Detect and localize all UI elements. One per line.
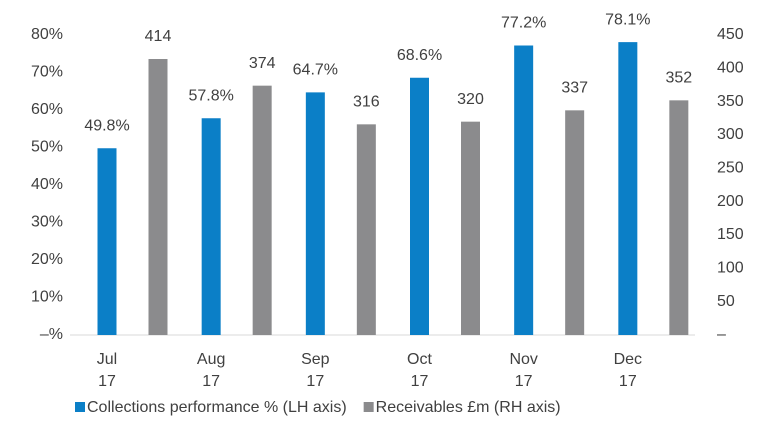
data-label: 78.1%: [605, 11, 650, 28]
data-label: 64.7%: [293, 62, 338, 79]
x-tick-label: Oct 17: [407, 351, 432, 390]
bar: [356, 124, 376, 335]
bar: [461, 121, 480, 336]
x-tick-label: Aug 17: [197, 351, 225, 390]
y-tick-label: 150: [717, 226, 744, 243]
x-tick-label: Dec 17: [614, 351, 642, 390]
legend-label: Receivables £m (RH axis): [376, 399, 561, 416]
y-tick-label: 350: [717, 93, 744, 110]
x-tick-label: Nov 17: [509, 351, 537, 390]
x-tick-label: Jul 17: [97, 351, 117, 390]
legend-swatch: [363, 402, 374, 412]
data-label: 316: [353, 94, 380, 111]
bar: [565, 110, 585, 335]
data-label: 77.2%: [501, 15, 546, 32]
data-label: 57.8%: [188, 87, 233, 104]
data-label: 352: [665, 70, 692, 87]
y-tick-label: –%: [40, 326, 63, 343]
legend-swatch: [75, 402, 85, 412]
x-tick-label: Sep 17: [301, 351, 330, 390]
y-tick-label: 200: [717, 193, 744, 210]
y-tick-label: 20%: [31, 251, 63, 268]
bar: [201, 118, 221, 335]
bar: [148, 59, 168, 335]
bar: [669, 100, 689, 335]
data-label: 337: [561, 80, 588, 97]
y-tick-label: –: [717, 326, 726, 343]
bar: [97, 148, 117, 335]
y-tick-label: 30%: [31, 214, 63, 231]
y-tick-label: 450: [717, 26, 744, 43]
data-label: 68.6%: [397, 47, 442, 64]
y-tick-label: 300: [717, 126, 744, 143]
y-tick-label: 80%: [31, 26, 63, 43]
y-tick-label: 60%: [31, 101, 63, 118]
y-tick-label: 50%: [31, 139, 63, 156]
bar: [410, 77, 429, 335]
y-tick-label: 40%: [31, 176, 63, 193]
bar: [514, 45, 534, 335]
bar: [305, 92, 325, 335]
y-tick-label: 70%: [31, 64, 63, 81]
data-label: 374: [249, 55, 276, 72]
data-label: 320: [457, 91, 484, 108]
y-tick-label: 250: [717, 160, 744, 177]
y-tick-label: 50: [717, 293, 735, 310]
y-tick-label: 100: [717, 260, 744, 277]
legend-label: Collections performance % (LH axis): [87, 399, 347, 416]
data-label: 49.8%: [84, 117, 129, 134]
bar: [252, 85, 272, 336]
y-tick-label: 10%: [31, 289, 63, 306]
y-tick-label: 400: [717, 60, 744, 77]
data-label: 414: [145, 28, 172, 45]
bar: [618, 42, 638, 335]
